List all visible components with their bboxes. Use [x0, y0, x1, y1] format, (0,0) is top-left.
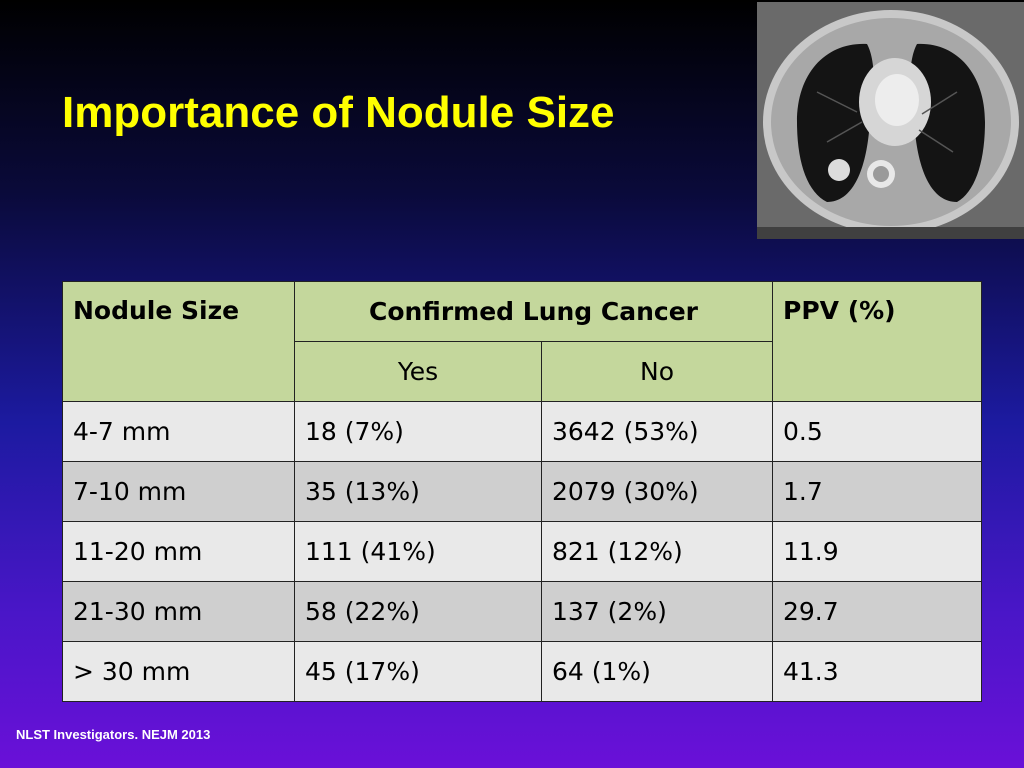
cell-size: 4-7 mm: [62, 401, 295, 462]
cell-ppv: 0.5: [772, 401, 982, 462]
cell-yes: 45 (17%): [294, 641, 542, 702]
cell-no: 64 (1%): [541, 641, 773, 702]
table-row: > 30 mm 45 (17%) 64 (1%) 41.3: [62, 641, 982, 702]
slide-title: Importance of Nodule Size: [62, 88, 615, 137]
header-ppv: PPV (%): [772, 281, 982, 402]
table-header-row: Nodule Size Confirmed Lung Cancer PPV (%…: [62, 281, 982, 402]
table-row: 4-7 mm 18 (7%) 3642 (53%) 0.5: [62, 401, 982, 462]
header-yes: Yes: [294, 341, 542, 402]
cell-size: > 30 mm: [62, 641, 295, 702]
cell-size: 7-10 mm: [62, 461, 295, 522]
cell-no: 137 (2%): [541, 581, 773, 642]
table-subheader-row: Yes No: [63, 341, 982, 402]
table-row: 21-30 mm 58 (22%) 137 (2%) 29.7: [62, 581, 982, 642]
table-row: 7-10 mm 35 (13%) 2079 (30%) 1.7: [62, 461, 982, 522]
cell-yes: 18 (7%): [294, 401, 542, 462]
cell-no: 3642 (53%): [541, 401, 773, 462]
table-row: 11-20 mm 111 (41%) 821 (12%) 11.9: [62, 521, 982, 582]
cell-no: 2079 (30%): [541, 461, 773, 522]
cell-ppv: 29.7: [772, 581, 982, 642]
cell-size: 11-20 mm: [62, 521, 295, 582]
cell-ppv: 1.7: [772, 461, 982, 522]
nodule-size-table: Nodule Size Confirmed Lung Cancer PPV (%…: [62, 281, 982, 702]
header-confirmed-lung-cancer: Confirmed Lung Cancer: [294, 281, 773, 342]
cell-size: 21-30 mm: [62, 581, 295, 642]
cell-no: 821 (12%): [541, 521, 773, 582]
cell-yes: 58 (22%): [294, 581, 542, 642]
citation: NLST Investigators. NEJM 2013: [16, 727, 211, 742]
cell-ppv: 41.3: [772, 641, 982, 702]
header-no: No: [541, 341, 773, 402]
ct-scan-chest-image: [757, 2, 1024, 239]
cell-yes: 35 (13%): [294, 461, 542, 522]
cell-yes: 111 (41%): [294, 521, 542, 582]
header-nodule-size: Nodule Size: [62, 281, 295, 402]
cell-ppv: 11.9: [772, 521, 982, 582]
